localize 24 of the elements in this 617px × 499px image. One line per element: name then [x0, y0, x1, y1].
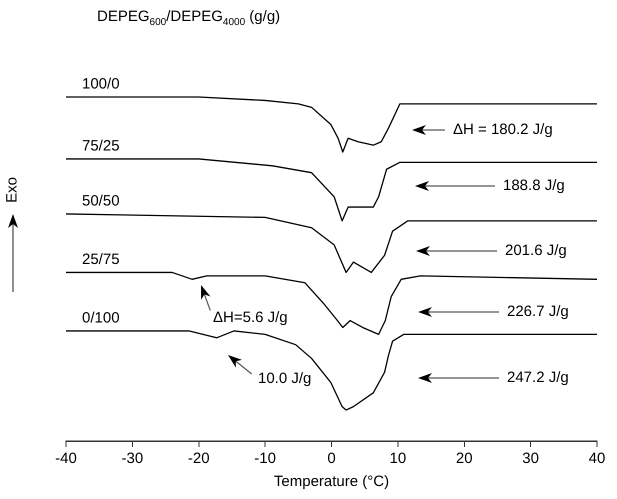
y-axis-title: Exo	[4, 177, 20, 203]
annotation: ΔH = 180.2 J/g	[453, 121, 553, 138]
x-tick-label: 10	[390, 450, 406, 468]
annotation: ΔH=5.6 J/g	[213, 309, 288, 326]
x-tick-label: -30	[122, 450, 144, 468]
annotation: 226.7 J/g	[507, 303, 569, 320]
x-tick-label: -40	[55, 450, 77, 468]
x-axis-title: Temperature (°C)	[274, 473, 390, 490]
annotation: 247.2 J/g	[507, 369, 569, 386]
series-label: 50/50	[82, 192, 120, 210]
annotation: 10.0 J/g	[258, 370, 312, 388]
series-label: 0/100	[82, 310, 120, 327]
series-label: 75/25	[82, 138, 120, 155]
x-tick-label: 20	[456, 450, 473, 468]
x-tick-label: 30	[522, 450, 539, 468]
annotation: 201.6 J/g	[505, 242, 567, 260]
series-label: 100/0	[82, 76, 120, 93]
x-tick-label: 40	[588, 450, 606, 468]
series-label: 25/75	[82, 251, 120, 268]
x-tick-label: 0	[327, 450, 336, 468]
x-tick-label: -10	[254, 450, 276, 468]
legend-title: DEPEG$_{600}$/DEPEG$_{4000}$ (g/g)	[97, 8, 280, 28]
annotation: 188.8 J/g	[503, 177, 565, 194]
x-tick-label: -20	[188, 450, 210, 468]
